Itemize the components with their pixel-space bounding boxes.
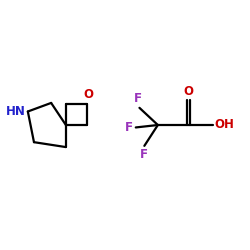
Text: O: O <box>83 88 93 101</box>
Text: O: O <box>184 84 194 98</box>
Text: F: F <box>125 121 133 134</box>
Text: F: F <box>140 148 148 161</box>
Text: HN: HN <box>6 105 25 118</box>
Text: OH: OH <box>214 118 234 132</box>
Text: F: F <box>134 92 142 106</box>
